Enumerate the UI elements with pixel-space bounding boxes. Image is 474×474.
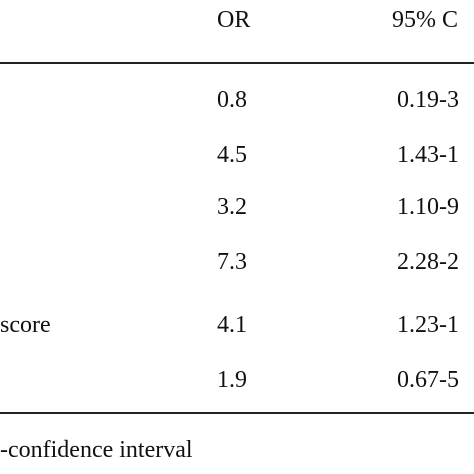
table-cell: 3.2: [217, 194, 247, 220]
table-cell: 0.19-3: [397, 87, 459, 113]
header-rule: [0, 62, 474, 64]
table-cell: 4.5: [217, 142, 247, 168]
footnote: -confidence interval: [0, 437, 193, 463]
table-cell: 1.9: [217, 367, 247, 393]
header-cell: 95% C: [392, 7, 458, 33]
table-cell: 7.3: [217, 249, 247, 275]
table-cell: 4.1: [217, 312, 247, 338]
table-cell: 1.43-1: [397, 142, 459, 168]
table-cell: 1.23-1: [397, 312, 459, 338]
table-cell: 1.10-9: [397, 194, 459, 220]
table-cell: 2.28-2: [397, 249, 459, 275]
table-cell: score: [0, 312, 51, 338]
table-cell: 0.8: [217, 87, 247, 113]
table-cell: 0.67-5: [397, 367, 459, 393]
header-cell: OR: [217, 7, 251, 33]
bottom-rule: [0, 412, 474, 414]
